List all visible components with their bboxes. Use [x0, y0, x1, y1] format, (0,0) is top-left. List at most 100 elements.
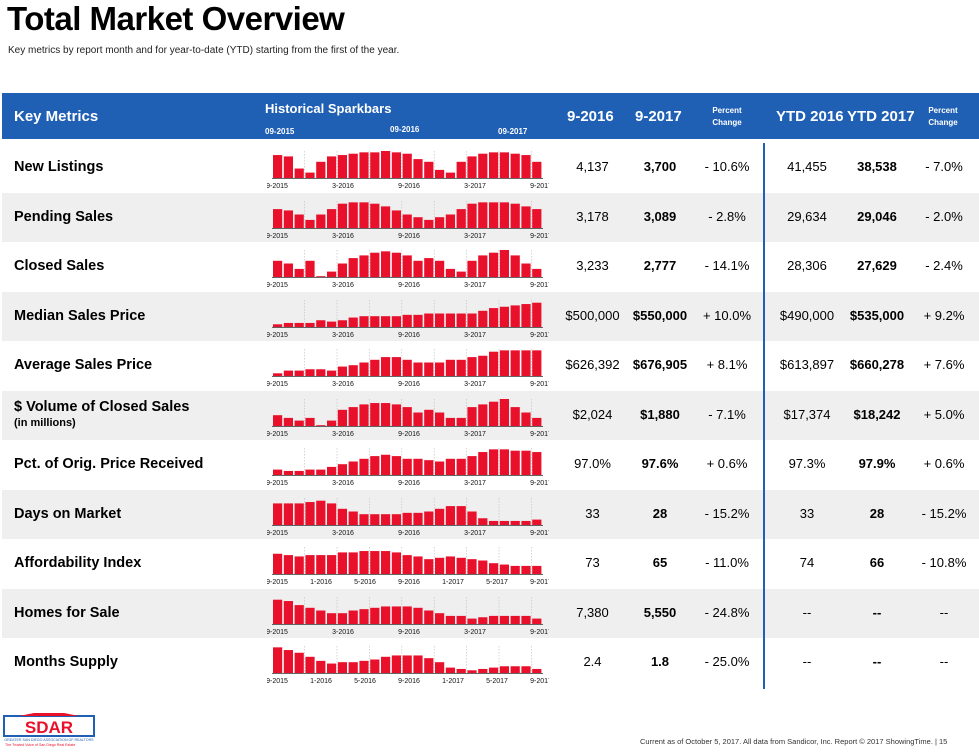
value-2017: 97.6%	[641, 456, 679, 471]
page-title: Total Market Overview	[7, 0, 345, 37]
spark-tick-label: 9-2016	[398, 480, 420, 487]
spark-bar	[359, 660, 369, 673]
header-spark-label-3: 09-2017	[498, 127, 528, 136]
table-row: Median Sales Price $500,000 $550,000 + 10.0…	[2, 291, 979, 341]
ytd-2016: 97.3%	[788, 456, 826, 471]
spark-bar	[467, 156, 477, 178]
spark-bar	[327, 370, 337, 376]
spark-bar	[435, 461, 445, 475]
spark-bar	[337, 366, 347, 376]
value-2017: 28	[652, 505, 668, 521]
spark-bar	[283, 209, 293, 228]
sparkbar-chart: 9-2015 3-2016 9-2016 3-2017 9-2017	[267, 147, 549, 191]
spark-bar	[305, 501, 315, 525]
spark-bar	[327, 271, 337, 277]
ytd-percent-change: + 7.6%	[923, 357, 965, 372]
spark-tick-label: 3-2017	[464, 332, 486, 339]
spark-bar	[510, 153, 520, 178]
spark-bar	[283, 502, 293, 525]
spark-tick-label: 3-2017	[464, 282, 486, 289]
ytd-2016: --	[802, 654, 812, 669]
percent-change: - 24.8%	[704, 604, 750, 620]
spark-bar	[456, 208, 466, 228]
spark-bar	[391, 403, 401, 426]
spark-bar	[391, 152, 401, 178]
spark-bar	[273, 260, 283, 277]
spark-tick-label: 5-2016	[354, 579, 376, 586]
spark-bar	[532, 565, 542, 574]
spark-bar	[316, 319, 326, 327]
spark-tick-label: 3-2017	[464, 381, 486, 388]
spark-bar	[413, 607, 423, 624]
spark-bar	[510, 203, 520, 228]
value-2016: 33	[585, 505, 600, 521]
spark-bar	[424, 511, 434, 525]
spark-bar	[435, 612, 445, 624]
spark-bar	[510, 615, 520, 624]
ytd-2016: $17,374	[783, 406, 831, 422]
ytd-percent-change: - 2.0%	[925, 208, 963, 224]
spark-bar	[370, 203, 380, 228]
spark-bar	[445, 458, 455, 475]
percent-change: - 2.8%	[708, 208, 746, 224]
spark-bar	[359, 513, 369, 525]
spark-bar	[445, 556, 455, 574]
spark-bar	[510, 565, 520, 574]
ytd-percent-change: - 2.4%	[925, 258, 963, 273]
spark-bar	[402, 605, 412, 624]
spark-bar	[478, 255, 488, 277]
ytd-2017: 27,629	[857, 258, 897, 273]
spark-bar	[327, 321, 337, 327]
spark-tick-label: 1-2016	[310, 579, 332, 586]
sparkbar-svg: 9-2015 3-2016 9-2016 3-2017 9-2017	[267, 349, 549, 388]
spark-bar	[273, 553, 283, 574]
spark-bar	[413, 512, 423, 525]
spark-bar	[348, 201, 358, 228]
spark-bar	[532, 268, 542, 277]
spark-tick-label: 5-2016	[354, 678, 376, 685]
spark-bar	[478, 452, 488, 475]
spark-tick-label: 9-2015	[267, 183, 288, 190]
spark-bar	[424, 559, 434, 574]
ytd-percent-change: --	[939, 654, 949, 669]
spark-bar	[359, 255, 369, 277]
spark-tick-label: 9-2015	[267, 629, 288, 636]
spark-bar	[424, 409, 434, 426]
table-row: Homes for Sale 7,380 5,550 - 24.8% -- -- -- 9-2…	[2, 588, 979, 638]
spark-bar	[273, 647, 283, 673]
value-2016: 97.0%	[574, 456, 611, 471]
sparkbar-chart: 9-2015 3-2016 9-2016 3-2017 9-2017	[267, 345, 549, 389]
spark-bar	[445, 615, 455, 624]
sparkbar-chart: 9-2015 3-2016 9-2016 3-2017 9-2017	[267, 395, 549, 439]
spark-bar	[348, 153, 358, 178]
spark-tick-label: 9-2015	[267, 332, 288, 339]
spark-bar	[489, 201, 499, 228]
spark-bar	[413, 412, 423, 426]
row-label: Median Sales Price	[14, 307, 146, 324]
spark-bar	[499, 520, 509, 525]
spark-tick-label: 3-2016	[332, 480, 354, 487]
sparkbar-chart: 9-2015 3-2016 9-2016 3-2017 9-2017	[267, 296, 549, 340]
spark-bar	[327, 156, 337, 178]
spark-bar	[283, 650, 293, 673]
spark-bar	[521, 412, 531, 426]
spark-bar	[316, 161, 326, 178]
spark-bar	[499, 306, 509, 327]
spark-tick-label: 9-2015	[267, 480, 288, 487]
spark-bar	[402, 458, 412, 475]
row-label: Pct. of Orig. Price Received	[14, 456, 204, 472]
spark-bar	[521, 263, 531, 277]
table-row: Days on Market 33 28 - 15.2% 33 28 - 15.2% 9-20…	[2, 489, 979, 539]
spark-bar	[478, 310, 488, 327]
row-label: Average Sales Price	[14, 357, 153, 373]
spark-bar	[521, 303, 531, 327]
spark-bar	[435, 216, 445, 228]
spark-bar	[478, 616, 488, 624]
spark-bar	[413, 216, 423, 228]
spark-bar	[348, 552, 358, 574]
value-2016: 2.4	[583, 654, 602, 669]
spark-bar	[294, 604, 304, 624]
spark-bar	[402, 406, 412, 426]
spark-bar	[445, 359, 455, 376]
ytd-2016: 41,455	[787, 159, 827, 174]
